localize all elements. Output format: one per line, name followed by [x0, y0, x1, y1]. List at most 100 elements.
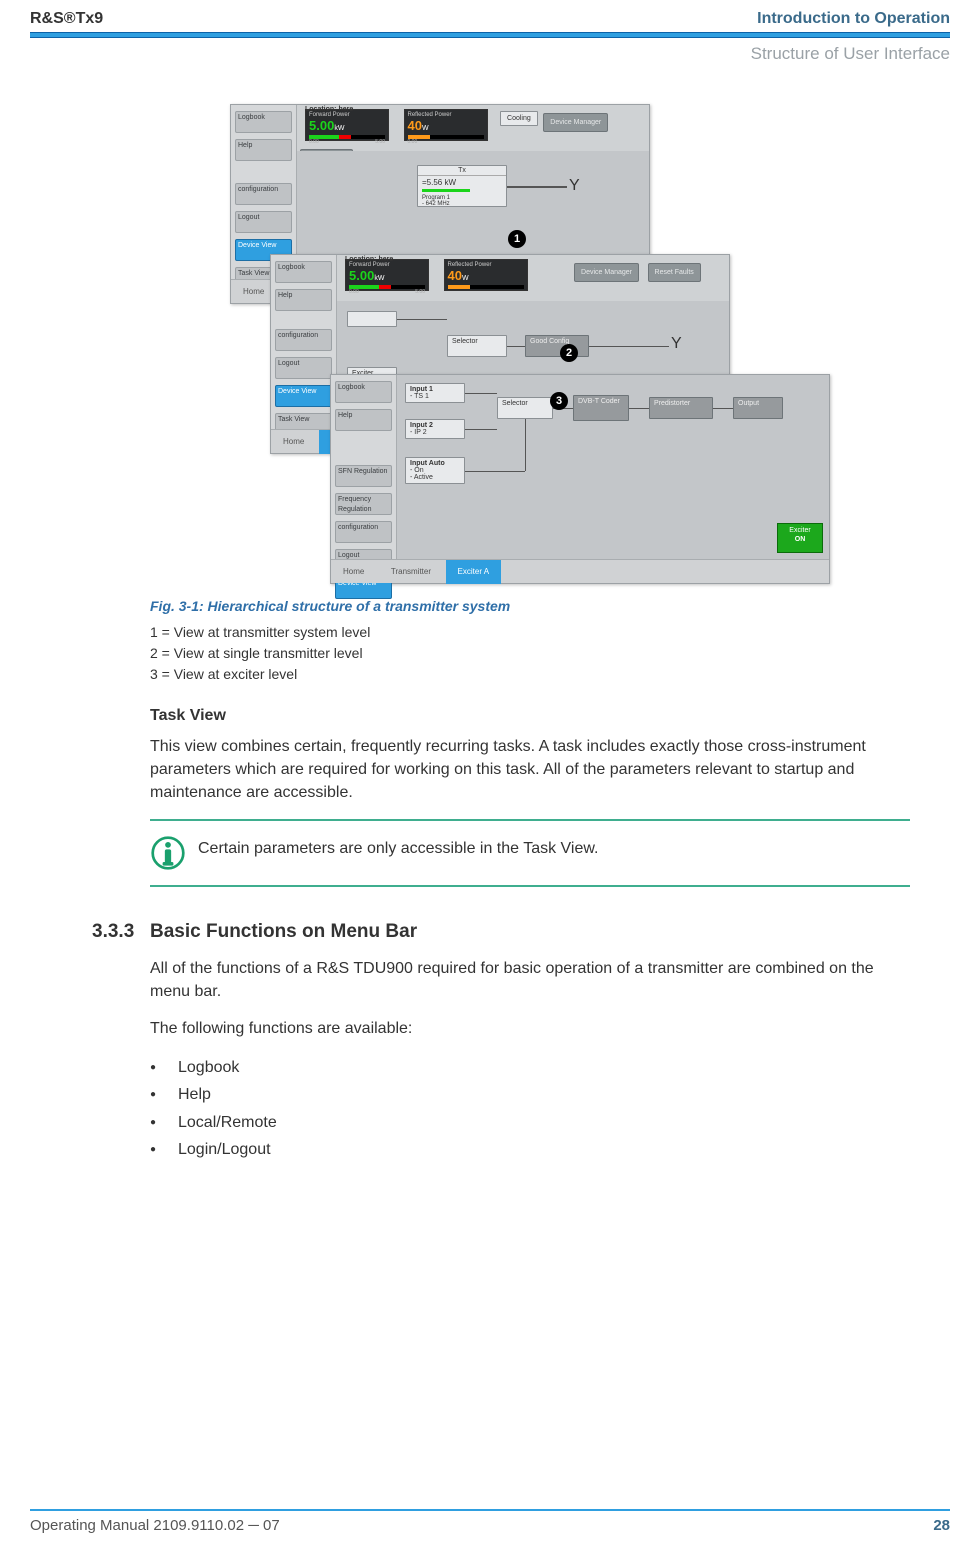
p2-side-help[interactable]: Help — [275, 289, 332, 311]
p3-tab-home[interactable]: Home — [331, 560, 376, 584]
chapter-title: Introduction to Operation — [757, 10, 950, 28]
header-rule-inner — [30, 33, 950, 37]
callout-rule-top — [150, 819, 910, 821]
tx-title: Tx — [418, 166, 506, 176]
task-view-paragraph: This view combines certain, frequently r… — [150, 735, 910, 805]
p2-fwd-t1: 5.00 — [415, 289, 425, 295]
p3-coder-node[interactable]: DVB-T Coder — [573, 395, 629, 421]
p3-side-logbook[interactable]: Logbook — [335, 381, 392, 403]
figure-caption: Fig. 3-1: Hierarchical structure of a tr… — [150, 598, 910, 614]
callout-text: Certain parameters are only accessible i… — [198, 837, 599, 860]
p3-input1-title: Input 1 — [410, 386, 433, 393]
p2-exciter-a[interactable] — [347, 311, 397, 327]
p2-tab-home[interactable]: Home — [271, 430, 316, 454]
callout-rule-bottom — [150, 885, 910, 887]
figure-legend: 1 = View at transmitter system level 2 =… — [150, 622, 910, 685]
info-icon — [150, 835, 186, 871]
p2-reset-faults-button[interactable]: Reset Faults — [648, 263, 701, 282]
p3-tab-exciter[interactable]: Exciter A — [446, 560, 502, 584]
pane3-bottombar: Home Transmitter Exciter A — [331, 559, 829, 583]
p3-side-config[interactable]: configuration — [335, 521, 392, 543]
sec333-p1: All of the functions of a R&S TDU900 req… — [150, 957, 910, 1003]
p2-side-logout[interactable]: Logout — [275, 357, 332, 379]
p2-side-device[interactable]: Device View — [275, 385, 332, 407]
side-btn-logbook[interactable]: Logbook — [235, 111, 292, 133]
pane3-canvas: Input 1 - TS 1 Input 2 - IP 2 Input Auto… — [397, 375, 829, 559]
p2-fwd-unit: kW — [374, 275, 384, 282]
p3-input2-node[interactable]: Input 2 - IP 2 — [405, 419, 465, 439]
ref-unit: W — [422, 125, 429, 132]
task-view-heading: Task View — [150, 707, 910, 725]
p2-fwd-t0: 0.00 — [349, 289, 359, 295]
p2-goodconf-node[interactable]: Good Config — [525, 335, 589, 357]
list-item-help: Help — [150, 1081, 910, 1108]
p2-side-config[interactable]: configuration — [275, 329, 332, 351]
product-name: R&S®Tx9 — [30, 10, 103, 28]
p2-location: Location: here — [345, 256, 393, 263]
pane2-sidebar: Logbook Help configuration Logout Device… — [271, 255, 337, 453]
p3-input2-sub: - IP 2 — [410, 429, 427, 436]
pane-exciter-level: Logbook Help SFN Regulation Frequency Re… — [330, 374, 830, 584]
ref-value: 40 — [408, 118, 422, 133]
pane3-sidebar: Logbook Help SFN Regulation Frequency Re… — [331, 375, 397, 583]
p2-side-logbook[interactable]: Logbook — [275, 261, 332, 283]
page-header: R&S®Tx9 Introduction to Operation — [0, 0, 980, 32]
p2-ref-unit: W — [462, 275, 469, 282]
p3-side-freq[interactable]: Frequency Regulation — [335, 493, 392, 515]
antenna-icon: Y — [569, 177, 580, 195]
p3-side-sfn[interactable]: SFN Regulation — [335, 465, 392, 487]
cooling-box[interactable]: Cooling — [500, 111, 538, 126]
side-btn-config[interactable]: configuration — [235, 183, 292, 205]
exciter-badge-on: ON — [795, 536, 806, 543]
list-item-local-remote: Local/Remote — [150, 1109, 910, 1136]
p3-predistorter-node[interactable]: Predistorter — [649, 397, 713, 419]
tx-freq: - 642 MHz — [422, 201, 502, 207]
pane1-topbar: Location: here Forward Power 5.00kW 0.00… — [297, 105, 649, 151]
figure-3-1: Logbook Help configuration Logout Device… — [150, 104, 910, 685]
manual-id: Operating Manual 2109.9110.02 ─ 07 — [30, 1517, 280, 1534]
section-path: Structure of User Interface — [0, 38, 980, 64]
legend-2: 2 = View at single transmitter level — [150, 643, 910, 664]
tx-value: =5.56 kW — [422, 178, 502, 187]
p3-side-help[interactable]: Help — [335, 409, 392, 431]
page-number: 28 — [933, 1517, 950, 1534]
p3-selector-node[interactable]: Selector — [497, 397, 553, 419]
list-item-login-logout: Login/Logout — [150, 1136, 910, 1163]
p3-input1-node[interactable]: Input 1 - TS 1 — [405, 383, 465, 403]
legend-1: 1 = View at transmitter system level — [150, 622, 910, 643]
fwd-tick1: 5.00 — [375, 139, 385, 145]
marker-3: 3 — [550, 392, 568, 410]
list-item-logbook: Logbook — [150, 1054, 910, 1081]
p2-device-manager-button[interactable]: Device Manager — [574, 263, 639, 282]
p3-inputauto-s1: - On — [410, 467, 424, 474]
p3-output-node[interactable]: Output — [733, 397, 783, 419]
side-btn-logout[interactable]: Logout — [235, 211, 292, 233]
p3-inputauto-s2: - Active — [410, 474, 433, 481]
side-btn-help[interactable]: Help — [235, 139, 292, 161]
fwd-unit: kW — [334, 125, 344, 132]
marker-2: 2 — [560, 344, 578, 362]
p2-fwd-gauge: Forward Power 5.00kW 0.005.00 — [345, 259, 429, 291]
p3-input2-title: Input 2 — [410, 422, 433, 429]
p2-selector-node[interactable]: Selector — [447, 335, 507, 357]
figure-stack: Logbook Help configuration Logout Device… — [230, 104, 830, 584]
ref-tick0: 0.00 — [408, 139, 418, 145]
p3-input1-sub: - TS 1 — [410, 393, 429, 400]
exciter-badge-title: Exciter — [789, 527, 810, 534]
p3-inputauto-title: Input Auto — [410, 460, 445, 467]
p3-tab-transmitter[interactable]: Transmitter — [379, 560, 443, 584]
device-manager-button[interactable]: Device Manager — [543, 113, 608, 132]
p3-inputauto-node[interactable]: Input Auto - On - Active — [405, 457, 465, 484]
info-callout: Certain parameters are only accessible i… — [150, 829, 910, 877]
section-3-3-3-heading: 3.3.3 Basic Functions on Menu Bar — [92, 921, 910, 943]
fwd-value: 5.00 — [309, 118, 334, 133]
sec333-p2: The following functions are available: — [150, 1017, 910, 1040]
p2-ref-gauge: Reflected Power 40W — [444, 259, 528, 291]
section-title: Basic Functions on Menu Bar — [150, 921, 417, 943]
tx-node[interactable]: Tx =5.56 kW Program 1 - 642 MHz — [417, 165, 507, 207]
marker-1: 1 — [508, 230, 526, 248]
legend-3: 3 = View at exciter level — [150, 664, 910, 685]
pane2-topbar: Location: here Forward Power 5.00kW 0.00… — [337, 255, 729, 301]
page-content: Logbook Help configuration Logout Device… — [0, 64, 980, 1163]
p2-antenna-icon: Y — [671, 335, 682, 353]
